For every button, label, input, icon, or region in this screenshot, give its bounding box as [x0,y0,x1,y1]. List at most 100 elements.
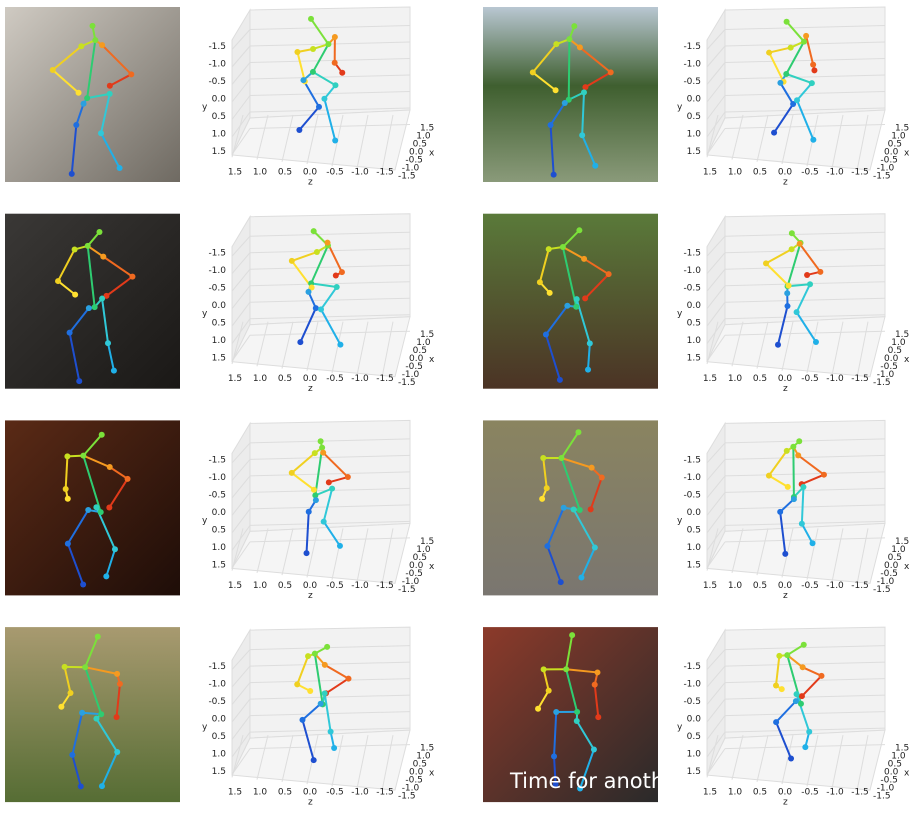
joint [790,444,796,450]
joint [321,519,327,525]
y-tick-label: -0.5 [683,77,701,87]
joint [316,104,322,110]
y-tick-label: -1.5 [683,42,701,52]
joint [329,486,335,492]
z-axis-label: z [783,384,788,394]
joint [339,70,345,76]
joint [106,504,112,510]
joint [558,455,564,461]
y-tick-label: 1.0 [687,130,702,140]
joint [299,717,305,723]
joint [592,163,598,169]
joint [543,332,549,338]
back-pane [250,420,410,531]
z-tick-label: 0.5 [753,788,767,798]
joint [802,744,808,750]
z-tick-label: -1.0 [826,581,844,591]
photo-overlay-text: Time for anoth [509,769,664,793]
joint [773,682,779,688]
joint [99,783,105,789]
joint [766,50,772,56]
z-tick-label: 1.5 [228,788,242,798]
y-tick-label: 1.0 [212,543,227,553]
z-tick-label: -1.0 [826,168,844,178]
z-tick-label: -0.5 [801,581,819,591]
z-tick-label: 0.5 [753,168,767,178]
joint [107,83,113,89]
joint [72,246,78,252]
z-tick-label: -1.0 [351,168,369,178]
joint [535,706,541,712]
joint [322,690,328,696]
joint [821,472,827,478]
joint [788,45,794,51]
y-axis-label: y [677,309,683,319]
joint [80,453,86,459]
y-tick-label: -1.5 [208,455,226,465]
floor-pane [707,730,885,790]
floor-pane [232,523,410,583]
joint [312,450,318,456]
y-axis-label: y [677,516,683,526]
y-axis-label: y [202,103,208,113]
joint [67,690,73,696]
z-tick-label: 0.5 [278,788,292,798]
joint [320,450,326,456]
z-tick-label: 0.0 [778,581,793,591]
floor-pane [232,317,410,377]
joint [103,573,109,579]
joint [313,497,319,503]
joint [318,701,324,707]
y-tick-label: -0.5 [683,490,701,500]
y-tick-label: -1.0 [683,60,701,70]
z-tick-label: -1.5 [851,374,869,384]
joint [804,272,810,278]
y-tick-label: 1.0 [687,750,702,760]
x-tick-label: 1.5 [895,124,909,134]
joint [803,33,809,39]
joint [582,295,588,301]
joint [811,67,817,73]
joint [539,496,545,502]
joint [606,271,612,277]
joint [337,543,343,549]
z-tick-label: -0.5 [326,168,344,178]
joint [581,89,587,95]
joint [331,745,337,751]
joint [779,686,785,692]
y-tick-label: -1.0 [208,60,226,70]
pose-plot: -1.5-1.5-1.5-1.0-1.0-1.0-0.5-0.5-0.50.00… [202,214,435,395]
y-tick-label: 1.0 [212,750,227,760]
z-axis-label: z [783,591,788,601]
joint [530,69,536,75]
y-tick-label: 0.5 [687,732,701,742]
joint [608,69,614,75]
y-tick-label: -0.5 [683,284,701,294]
joint [111,368,117,374]
z-tick-label: -0.5 [801,788,819,798]
joint [95,634,101,640]
joint [548,122,554,128]
z-tick-label: -1.0 [826,374,844,384]
y-tick-label: -0.5 [208,284,226,294]
joint [577,44,583,50]
joint [85,243,91,249]
joint [325,41,331,47]
joint [771,130,777,136]
joint [81,101,87,107]
y-tick-label: 0.0 [212,715,227,725]
joint [553,709,559,715]
y-tick-label: -1.5 [208,42,226,52]
z-tick-label: -1.5 [851,581,869,591]
z-tick-label: 1.0 [253,374,268,384]
joint [332,34,338,40]
pose-plot: -1.5-1.5-1.5-1.0-1.0-1.0-0.5-0.5-0.50.00… [677,7,910,188]
joint [319,445,325,451]
z-tick-label: 0.0 [778,168,793,178]
y-tick-label: -0.5 [683,697,701,707]
y-tick-label: 0.5 [212,112,226,122]
bone [793,447,794,497]
z-tick-label: 1.5 [228,581,242,591]
joint [73,122,79,128]
z-tick-label: 0.5 [278,581,292,591]
